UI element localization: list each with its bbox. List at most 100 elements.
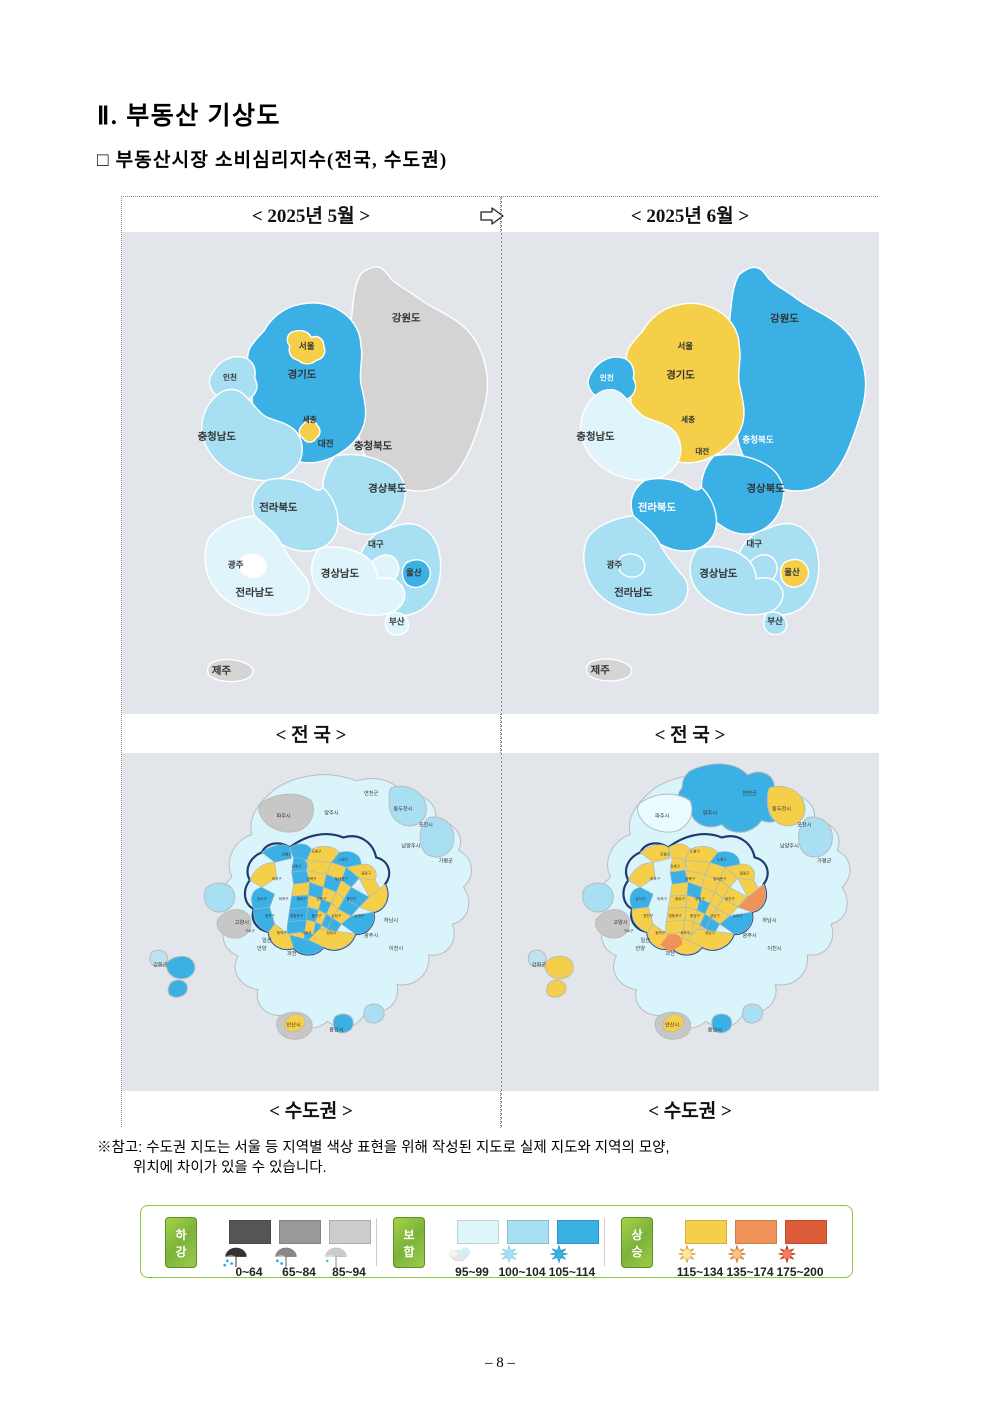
svg-text:구로구: 구로구 <box>245 929 256 933</box>
svg-text:동두천시: 동두천시 <box>772 806 791 813</box>
svg-text:이천시: 이천시 <box>389 944 403 952</box>
svg-text:성남시: 성남시 <box>326 930 336 935</box>
svg-text:강북구: 강북구 <box>292 863 303 868</box>
svg-text:용산구: 용산구 <box>312 913 323 918</box>
svg-text:서초구: 서초구 <box>680 930 691 935</box>
svg-text:동대문구: 동대문구 <box>335 876 349 881</box>
svg-text:중랑구: 중랑구 <box>740 870 751 875</box>
svg-text:강원도: 강원도 <box>392 311 421 324</box>
svg-text:부산: 부산 <box>389 617 405 627</box>
svg-text:양주시: 양주시 <box>703 809 717 817</box>
svg-text:성북구: 성북구 <box>685 876 696 881</box>
svg-text:영등포구: 영등포구 <box>290 913 304 918</box>
svg-text:종로구: 종로구 <box>675 897 686 901</box>
svg-text:고양시: 고양시 <box>613 918 627 926</box>
svg-text:연천군: 연천군 <box>743 789 757 797</box>
svg-text:송파구: 송파구 <box>354 913 365 918</box>
svg-text:강서구: 강서구 <box>635 896 646 901</box>
svg-text:노원구: 노원구 <box>338 856 349 861</box>
svg-text:용산구: 용산구 <box>690 913 701 918</box>
svg-text:세종: 세종 <box>681 414 695 424</box>
svg-text:세종: 세종 <box>303 414 317 424</box>
svg-text:마포구: 마포구 <box>657 896 668 901</box>
svg-text:일산: 일산 <box>262 936 272 944</box>
svg-text:전라북도: 전라북도 <box>638 501 677 514</box>
svg-text:은평구: 은평구 <box>282 851 293 856</box>
svg-text:성동구: 성동구 <box>695 896 706 901</box>
svg-text:강남구: 강남구 <box>710 913 721 918</box>
svg-text:양주시: 양주시 <box>324 809 338 817</box>
svg-text:충청남도: 충청남도 <box>198 430 237 443</box>
svg-text:영등포구: 영등포구 <box>669 913 683 918</box>
svg-text:포천시: 포천시 <box>797 822 811 829</box>
svg-text:전라남도: 전라남도 <box>236 586 275 599</box>
svg-text:제주: 제주 <box>212 664 232 677</box>
svg-text:구로구: 구로구 <box>623 929 634 933</box>
svg-text:인천: 인천 <box>223 372 237 382</box>
svg-text:은평구: 은평구 <box>660 851 671 856</box>
svg-text:제주: 제주 <box>591 663 611 676</box>
svg-text:송파구: 송파구 <box>733 913 744 918</box>
svg-text:안양: 안양 <box>636 944 646 952</box>
svg-text:서울: 서울 <box>299 341 315 351</box>
svg-text:경상북도: 경상북도 <box>747 482 786 495</box>
svg-text:대전: 대전 <box>318 438 334 448</box>
svg-text:경기도: 경기도 <box>288 368 317 381</box>
svg-text:안양: 안양 <box>257 944 267 952</box>
svg-text:강북구: 강북구 <box>670 863 681 868</box>
svg-text:광진구: 광진구 <box>725 896 736 901</box>
svg-text:충청북도: 충청북도 <box>742 435 773 445</box>
svg-text:일산: 일산 <box>641 936 651 944</box>
svg-text:광주: 광주 <box>607 560 623 570</box>
svg-text:광주: 광주 <box>228 560 244 570</box>
svg-text:마포구: 마포구 <box>650 876 661 881</box>
svg-text:인천: 인천 <box>600 372 614 382</box>
svg-text:성북구: 성북구 <box>307 876 318 881</box>
svg-text:강화군: 강화군 <box>532 962 546 969</box>
svg-text:고양시: 고양시 <box>235 918 249 926</box>
svg-text:충청북도: 충청북도 <box>354 439 393 452</box>
svg-text:남양주시: 남양주시 <box>780 841 799 849</box>
svg-text:동작구: 동작구 <box>277 930 288 935</box>
svg-text:양천구: 양천구 <box>643 913 654 918</box>
svg-text:안산시: 안산시 <box>286 1020 300 1028</box>
svg-text:성동구: 성동구 <box>317 896 328 901</box>
svg-text:경상북도: 경상북도 <box>368 482 407 495</box>
svg-text:동대문구: 동대문구 <box>713 876 727 881</box>
svg-text:파주시: 파주시 <box>655 812 669 820</box>
svg-text:용인시: 용인시 <box>708 1026 722 1033</box>
svg-text:부산: 부산 <box>767 616 783 626</box>
svg-text:대구: 대구 <box>746 539 762 549</box>
svg-text:가평군: 가평군 <box>439 856 453 864</box>
svg-text:경기도: 경기도 <box>666 369 695 382</box>
svg-text:종로구: 종로구 <box>297 897 308 901</box>
svg-text:과천: 과천 <box>287 949 297 957</box>
svg-text:전라북도: 전라북도 <box>259 501 298 514</box>
svg-text:경상남도: 경상남도 <box>699 567 738 580</box>
svg-text:중랑구: 중랑구 <box>361 870 372 875</box>
svg-text:이천시: 이천시 <box>767 944 781 952</box>
svg-text:하남시: 하남시 <box>762 916 776 924</box>
svg-text:울산: 울산 <box>406 567 422 577</box>
svg-text:강원도: 강원도 <box>770 312 799 325</box>
svg-text:포천시: 포천시 <box>419 822 433 829</box>
svg-text:도봉구: 도봉구 <box>690 848 701 853</box>
svg-text:도봉구: 도봉구 <box>312 848 323 853</box>
svg-text:마포구: 마포구 <box>272 876 283 881</box>
svg-text:서울: 서울 <box>677 341 693 351</box>
svg-text:용인시: 용인시 <box>329 1026 343 1033</box>
svg-text:강화군: 강화군 <box>153 962 167 969</box>
svg-text:광주시: 광주시 <box>364 932 378 939</box>
svg-text:강남구: 강남구 <box>331 913 342 918</box>
svg-text:마포구: 마포구 <box>279 896 290 901</box>
svg-text:광주시: 광주시 <box>743 932 757 939</box>
svg-text:광진구: 광진구 <box>346 896 357 901</box>
svg-text:충청남도: 충청남도 <box>576 430 615 443</box>
svg-text:양천구: 양천구 <box>265 913 276 918</box>
svg-text:과천: 과천 <box>665 949 675 957</box>
svg-text:연천군: 연천군 <box>364 789 378 797</box>
svg-text:대구: 대구 <box>368 539 384 549</box>
svg-text:서초구: 서초구 <box>302 930 313 935</box>
svg-text:가평군: 가평군 <box>817 856 831 864</box>
svg-text:남양주시: 남양주시 <box>401 841 420 849</box>
